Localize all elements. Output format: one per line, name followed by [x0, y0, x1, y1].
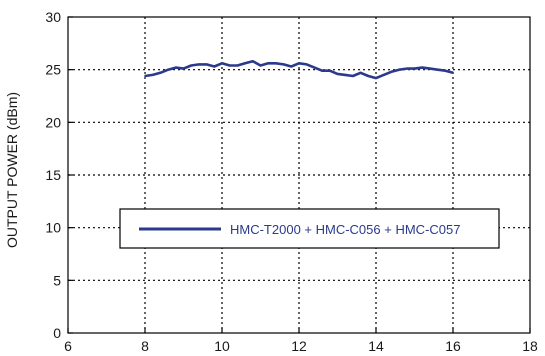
data-point: [275, 62, 277, 65]
data-point: [429, 67, 431, 70]
y-tick-label: 10: [45, 220, 61, 236]
data-point: [251, 60, 254, 63]
data-point: [367, 75, 370, 77]
data-point: [190, 64, 193, 67]
y-axis-label: OUTPUT POWER (dBm): [4, 92, 20, 248]
data-point: [452, 71, 454, 74]
y-tick-label: 30: [45, 9, 61, 25]
data-point: [290, 65, 293, 68]
data-point: [298, 62, 300, 65]
data-point: [159, 71, 162, 74]
x-tick-label: 12: [291, 338, 307, 354]
data-point: [444, 69, 447, 72]
data-point: [205, 63, 208, 66]
x-tick-label: 14: [368, 338, 384, 354]
data-point: [182, 67, 185, 70]
x-tick-label: 18: [522, 338, 538, 354]
data-point: [282, 63, 285, 66]
data-point: [375, 77, 377, 79]
data-point: [413, 67, 416, 70]
data-point: [352, 75, 354, 77]
data-point: [167, 68, 170, 71]
data-point: [198, 63, 200, 66]
x-tick-label: 10: [214, 338, 230, 354]
data-point: [382, 74, 385, 76]
data-point: [267, 62, 270, 65]
legend-label: HMC-T2000 + HMC-C056 + HMC-C057: [230, 222, 460, 237]
y-tick-label: 15: [45, 167, 61, 183]
legend: HMC-T2000 + HMC-C056 + HMC-C057: [119, 208, 500, 249]
data-point: [259, 64, 262, 67]
data-point: [398, 68, 400, 71]
x-tick-label: 16: [445, 338, 461, 354]
data-point: [344, 74, 347, 76]
x-tick-label: 6: [64, 338, 72, 354]
data-point: [321, 69, 323, 72]
data-point: [305, 63, 308, 66]
data-point: [144, 75, 146, 77]
data-point: [174, 66, 177, 69]
data-point: [436, 68, 439, 71]
data-point: [405, 67, 408, 70]
data-point: [359, 71, 362, 74]
x-tick-label: 8: [141, 338, 149, 354]
data-point: [228, 64, 231, 67]
y-tick-label: 20: [45, 114, 61, 130]
data-point: [151, 74, 154, 76]
series-layer: [144, 59, 454, 80]
data-point: [313, 66, 316, 69]
data-point: [328, 69, 331, 72]
data-point: [244, 62, 247, 65]
data-point: [390, 70, 393, 73]
data-point: [221, 62, 223, 65]
y-tick-label: 5: [53, 272, 61, 288]
data-point: [213, 65, 216, 68]
y-tick-label: 0: [53, 325, 61, 341]
data-point: [236, 64, 239, 67]
data-point: [421, 66, 424, 69]
axis-ticks: 6 8 10 12 14 16 18 0 5 10 15 20 25 30: [45, 9, 538, 354]
y-tick-label: 25: [45, 62, 61, 78]
data-point: [336, 72, 339, 75]
